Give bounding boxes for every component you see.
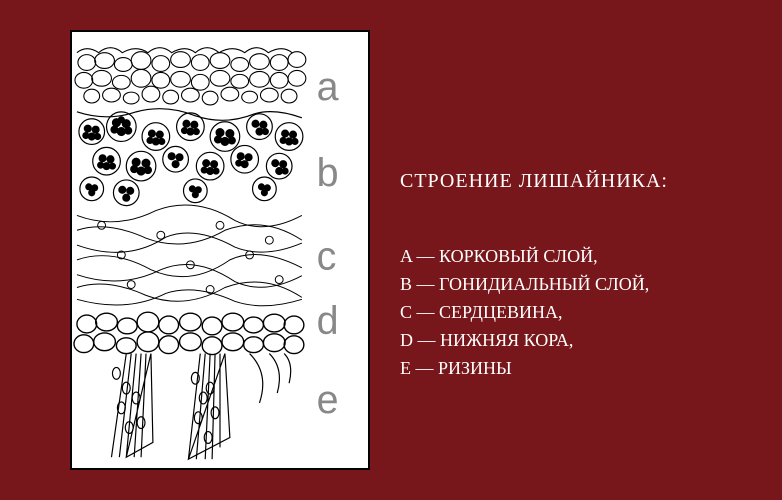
lichen-diagram-svg: a b c d e	[72, 32, 368, 468]
layer-label-a: a	[317, 65, 339, 109]
layer-label-b: b	[317, 151, 339, 195]
legend-column: СТРОЕНИЕ ЛИШАЙНИКА: A — КОРКОВЫЙ СЛОЙ, B…	[400, 170, 760, 382]
legend-item-e: E — РИЗИНЫ	[400, 355, 760, 383]
layer-label-c: c	[317, 235, 337, 279]
layer-a-cortex	[75, 48, 306, 105]
legend-item-b: B — ГОНИДИАЛЬНЫЙ СЛОЙ,	[400, 271, 760, 299]
layer-e-rhizines	[111, 354, 290, 460]
layer-b-gonidial	[77, 109, 303, 206]
legend-list: A — КОРКОВЫЙ СЛОЙ, B — ГОНИДИАЛЬНЫЙ СЛОЙ…	[400, 243, 760, 382]
lichen-cross-section-figure: a b c d e	[70, 30, 370, 470]
layer-label-d: d	[317, 299, 339, 343]
layer-d-lower-cortex	[74, 312, 304, 354]
legend-item-d: D — НИЖНЯЯ КОРА,	[400, 327, 760, 355]
layer-c-medulla	[77, 205, 302, 306]
layer-label-e: e	[317, 378, 339, 422]
legend-item-c: C — СЕРДЦЕВИНА,	[400, 299, 760, 327]
legend-item-a: A — КОРКОВЫЙ СЛОЙ,	[400, 243, 760, 271]
diagram-title: СТРОЕНИЕ ЛИШАЙНИКА:	[400, 170, 760, 193]
